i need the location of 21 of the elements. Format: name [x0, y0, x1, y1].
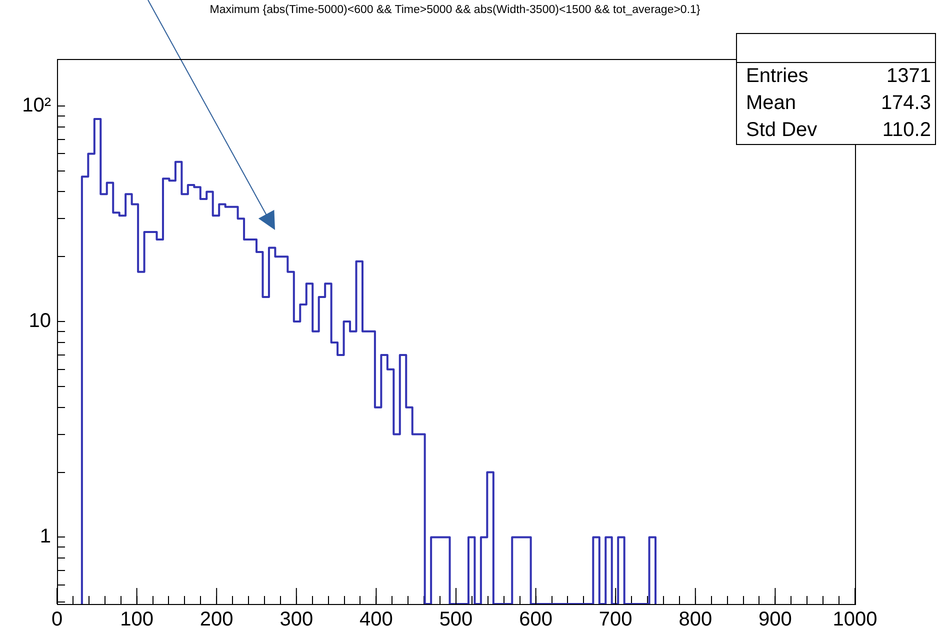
annotation: Entries — [746, 65, 808, 87]
x-tick-label: 900 — [758, 608, 792, 631]
x-tick-label: 100 — [120, 608, 154, 631]
x-tick-label: 0 — [51, 608, 63, 631]
y-tick-label: 10 — [28, 310, 51, 332]
chart-title: Maximum {abs(Time-5000)<600 && Time>5000 && abs(Width-3500)<1500 && tot_average>0.1} — [208, 4, 702, 16]
x-tick-label: 400 — [360, 608, 393, 631]
annotation: Mean — [746, 92, 796, 114]
annotation: Std Dev — [746, 119, 818, 141]
x-tick-label: 600 — [519, 608, 552, 631]
text: 110.2 — [882, 118, 931, 143]
x-tick-label: 1000 — [832, 608, 878, 631]
x-tick-label: 200 — [200, 608, 234, 631]
x-tick-label: 700 — [598, 608, 632, 631]
y-tick-label: 10² — [22, 94, 52, 116]
text: 174.3 — [880, 91, 931, 116]
y-tick-label: 1 — [40, 526, 51, 548]
x-tick-label: 300 — [280, 608, 314, 631]
x-tick-label: 800 — [678, 608, 712, 631]
text: 1371 — [886, 64, 931, 89]
x-tick-label: 500 — [439, 608, 473, 631]
